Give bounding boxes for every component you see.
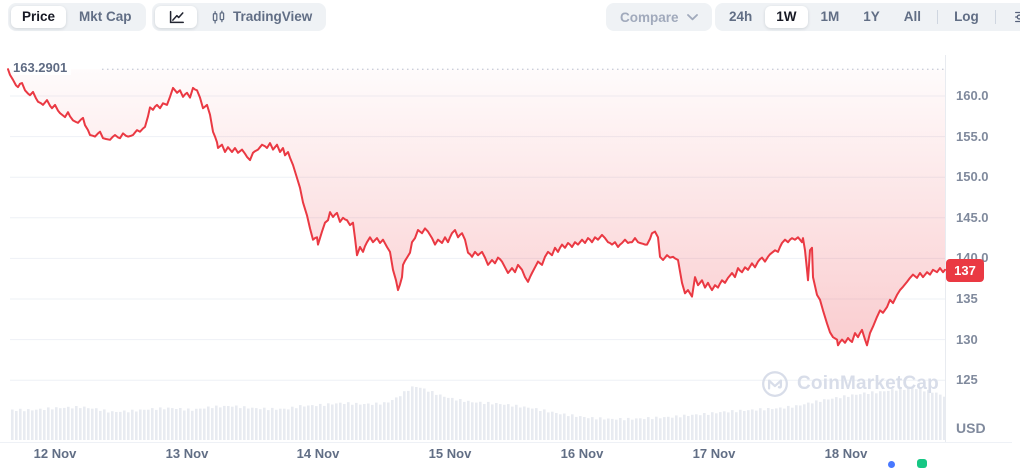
chevron-down-icon [686,13,698,20]
tradingview-tab[interactable]: TradingView [199,6,323,28]
range-button-1m[interactable]: 1M [810,6,851,28]
range-button-1y[interactable]: 1Y [852,6,891,28]
line-chart-icon [169,10,184,24]
range-button-1w[interactable]: 1W [765,6,808,28]
compare-label: Compare [620,9,679,25]
last-price-badge: 137 [946,259,984,282]
log-scale-toggle[interactable]: Log [943,6,990,28]
cutoff-dot-green [917,459,927,468]
metric-toggle: Price Mkt Cap [8,3,146,31]
range-button-24h[interactable]: 24h [718,6,763,28]
period-high-label: 163.2901 [13,60,72,75]
line-chart-tab[interactable] [155,6,197,28]
mkt-cap-tab[interactable]: Mkt Cap [68,6,143,28]
divider [937,10,939,24]
cutoff-dot-blue [888,461,895,468]
divider [994,10,996,24]
chart-style-toggle: TradingView [152,3,327,31]
compare-button[interactable]: Compare [606,3,712,31]
price-tab[interactable]: Price [11,6,67,28]
range-button-all[interactable]: All [893,6,932,28]
candlestick-icon [212,10,225,23]
sliders-icon [1014,11,1020,23]
watermark-text: CoinMarketCap [797,373,939,394]
coinmarketcap-logo-icon [762,371,788,397]
range-selector: 24h 1W 1M 1Y All Log [715,3,1020,31]
currency-label: USD [956,420,986,436]
coinmarketcap-watermark: CoinMarketCap [760,369,939,399]
tradingview-label: TradingView [233,9,313,25]
chart-settings-button[interactable] [1001,6,1020,28]
